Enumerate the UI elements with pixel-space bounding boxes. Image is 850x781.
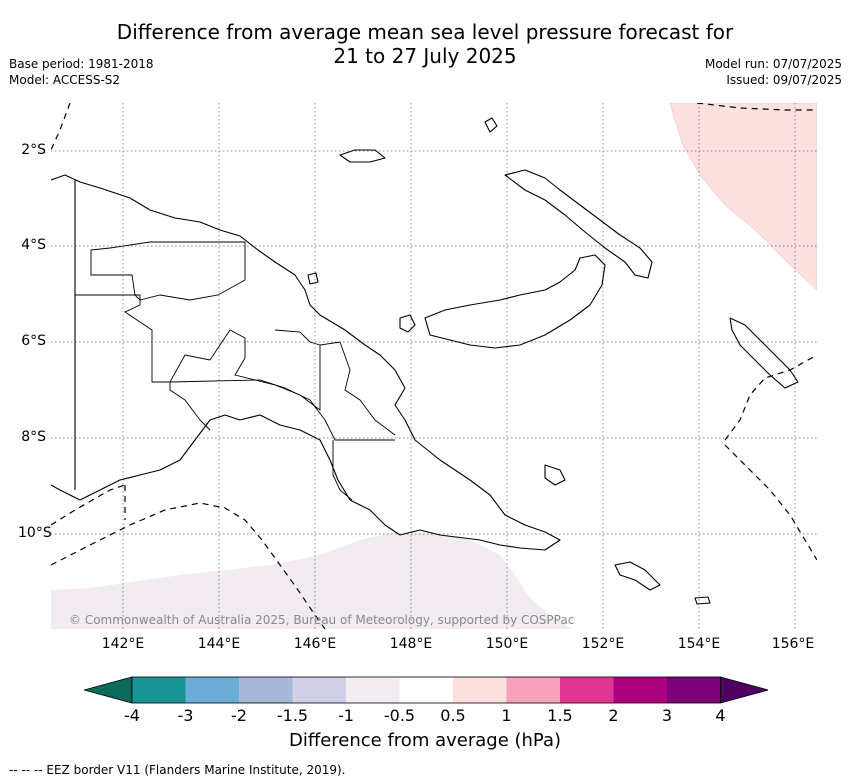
colorbar-cell	[132, 677, 186, 703]
lon-tick-142: 142°E	[101, 636, 145, 652]
colorbar-tick: -3	[177, 706, 194, 725]
title-line-1: Difference from average mean sea level p…	[116, 20, 734, 44]
colorbar-cell	[292, 677, 346, 703]
colorbar-cell	[506, 677, 560, 703]
lon-tick-156: 156°E	[771, 636, 815, 652]
small-island-1	[484, 117, 498, 133]
d-entrecasteaux-coastline	[544, 464, 566, 486]
small-island-2	[399, 314, 416, 333]
lon-tick-154: 154°E	[677, 636, 721, 652]
issued-date: Issued: 09/07/2025	[726, 73, 842, 87]
small-island-3	[307, 272, 319, 285]
lat-tick-10s: 10°S	[18, 525, 52, 541]
colorbar-label: Difference from average (hPa)	[288, 730, 562, 751]
base-period: Base period: 1981-2018	[9, 57, 154, 71]
colorbar-cell	[613, 677, 667, 703]
anomaly-region-positive	[669, 103, 817, 291]
colorbar-cell	[560, 677, 614, 703]
colorbar	[84, 676, 768, 704]
title-line-2: 21 to 27 July 2025	[333, 44, 517, 68]
colorbar-tick: -2	[231, 706, 247, 725]
louisiade-coastline	[614, 561, 661, 591]
lon-tick-152: 152°E	[581, 636, 625, 652]
lon-tick-148: 148°E	[389, 636, 433, 652]
map-title: Difference from average mean sea level p…	[0, 20, 850, 68]
meta-left: Base period: 1981-2018 Model: ACCESS-S2	[9, 56, 154, 88]
model-name: Model: ACCESS-S2	[9, 73, 121, 87]
bougainville-coastline	[729, 317, 799, 389]
new-britain-coastline	[424, 254, 606, 349]
colorbar-tick: 4	[715, 706, 726, 725]
lon-tick-146: 146°E	[293, 636, 337, 652]
province-boundaries	[75, 241, 396, 501]
colorbar-cell	[346, 677, 400, 703]
map-panel	[51, 103, 817, 629]
colorbar-tick: 1	[501, 706, 512, 725]
colorbar-cell	[453, 677, 507, 703]
colorbar-tick: -4	[124, 706, 140, 725]
lon-tick-144: 144°E	[197, 636, 241, 652]
lat-tick-8s: 8°S	[21, 429, 46, 445]
meta-right: Model run: 07/07/2025 Issued: 09/07/2025	[705, 56, 842, 88]
colorbar-tick: 1.5	[547, 706, 573, 725]
colorbar-tick: 0.5	[440, 706, 466, 725]
colorbar-tick: -1.5	[276, 706, 309, 725]
colorbar-tick: -1	[338, 706, 354, 725]
small-island-4	[694, 596, 711, 605]
lon-tick-150: 150°E	[485, 636, 529, 652]
manus-coastline	[339, 149, 386, 163]
model-run: Model run: 07/07/2025	[704, 57, 842, 71]
colorbar-cell	[399, 677, 453, 703]
lat-tick-6s: 6°S	[21, 333, 46, 349]
colorbar-cell	[239, 677, 293, 703]
colorbar-extend-high	[720, 676, 768, 704]
lat-tick-2s: 2°S	[21, 142, 46, 158]
colorbar-tick: 3	[661, 706, 673, 725]
colorbar-tick: 2	[608, 706, 619, 725]
copyright-notice: © Commonwealth of Australia 2025, Bureau…	[69, 613, 575, 627]
colorbar-cell	[185, 677, 239, 703]
colorbar-tick: -0.5	[383, 706, 416, 725]
colorbar-extend-low	[84, 676, 133, 704]
eez-border-note: -- -- -- EEZ border V11 (Flanders Marine…	[9, 763, 346, 777]
colorbar-cell	[667, 677, 721, 703]
lat-tick-4s: 4°S	[21, 237, 46, 253]
new-ireland-coastline	[504, 169, 653, 279]
anomaly-region-negative	[51, 532, 572, 629]
eez-borders	[51, 103, 817, 629]
colorbar-frame	[131, 676, 721, 704]
new-guinea-coastline	[51, 174, 561, 551]
coastlines	[51, 117, 799, 605]
